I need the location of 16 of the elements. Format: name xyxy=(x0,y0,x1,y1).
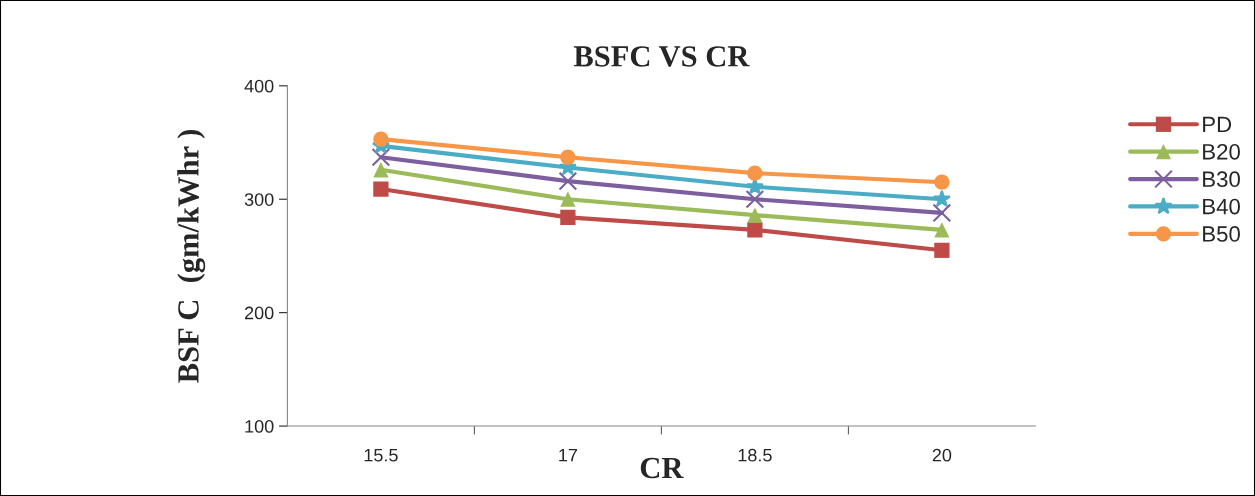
x-tick-label: 15.5 xyxy=(364,448,398,462)
y-tick-label: 100 xyxy=(245,420,274,433)
x-tick-label: 18.5 xyxy=(738,448,772,462)
x-tick-label: 20 xyxy=(932,448,952,462)
legend-label: B40 xyxy=(1203,198,1240,215)
x-tick-label: 17 xyxy=(559,448,578,462)
legend-label: B50 xyxy=(1203,226,1240,242)
legend-label: B20 xyxy=(1203,143,1240,160)
legend-label: PD xyxy=(1203,116,1232,133)
y-axis-title: BSF C (gm/kWhr ) xyxy=(177,129,206,383)
chart-title: BSFC VS CR xyxy=(573,46,750,67)
x-axis-title: CR xyxy=(640,457,684,479)
y-tick-label: 400 xyxy=(244,79,274,93)
legend-label: B30 xyxy=(1203,171,1240,188)
y-tick-label: 300 xyxy=(244,193,274,206)
y-tick-label: 200 xyxy=(244,306,274,320)
